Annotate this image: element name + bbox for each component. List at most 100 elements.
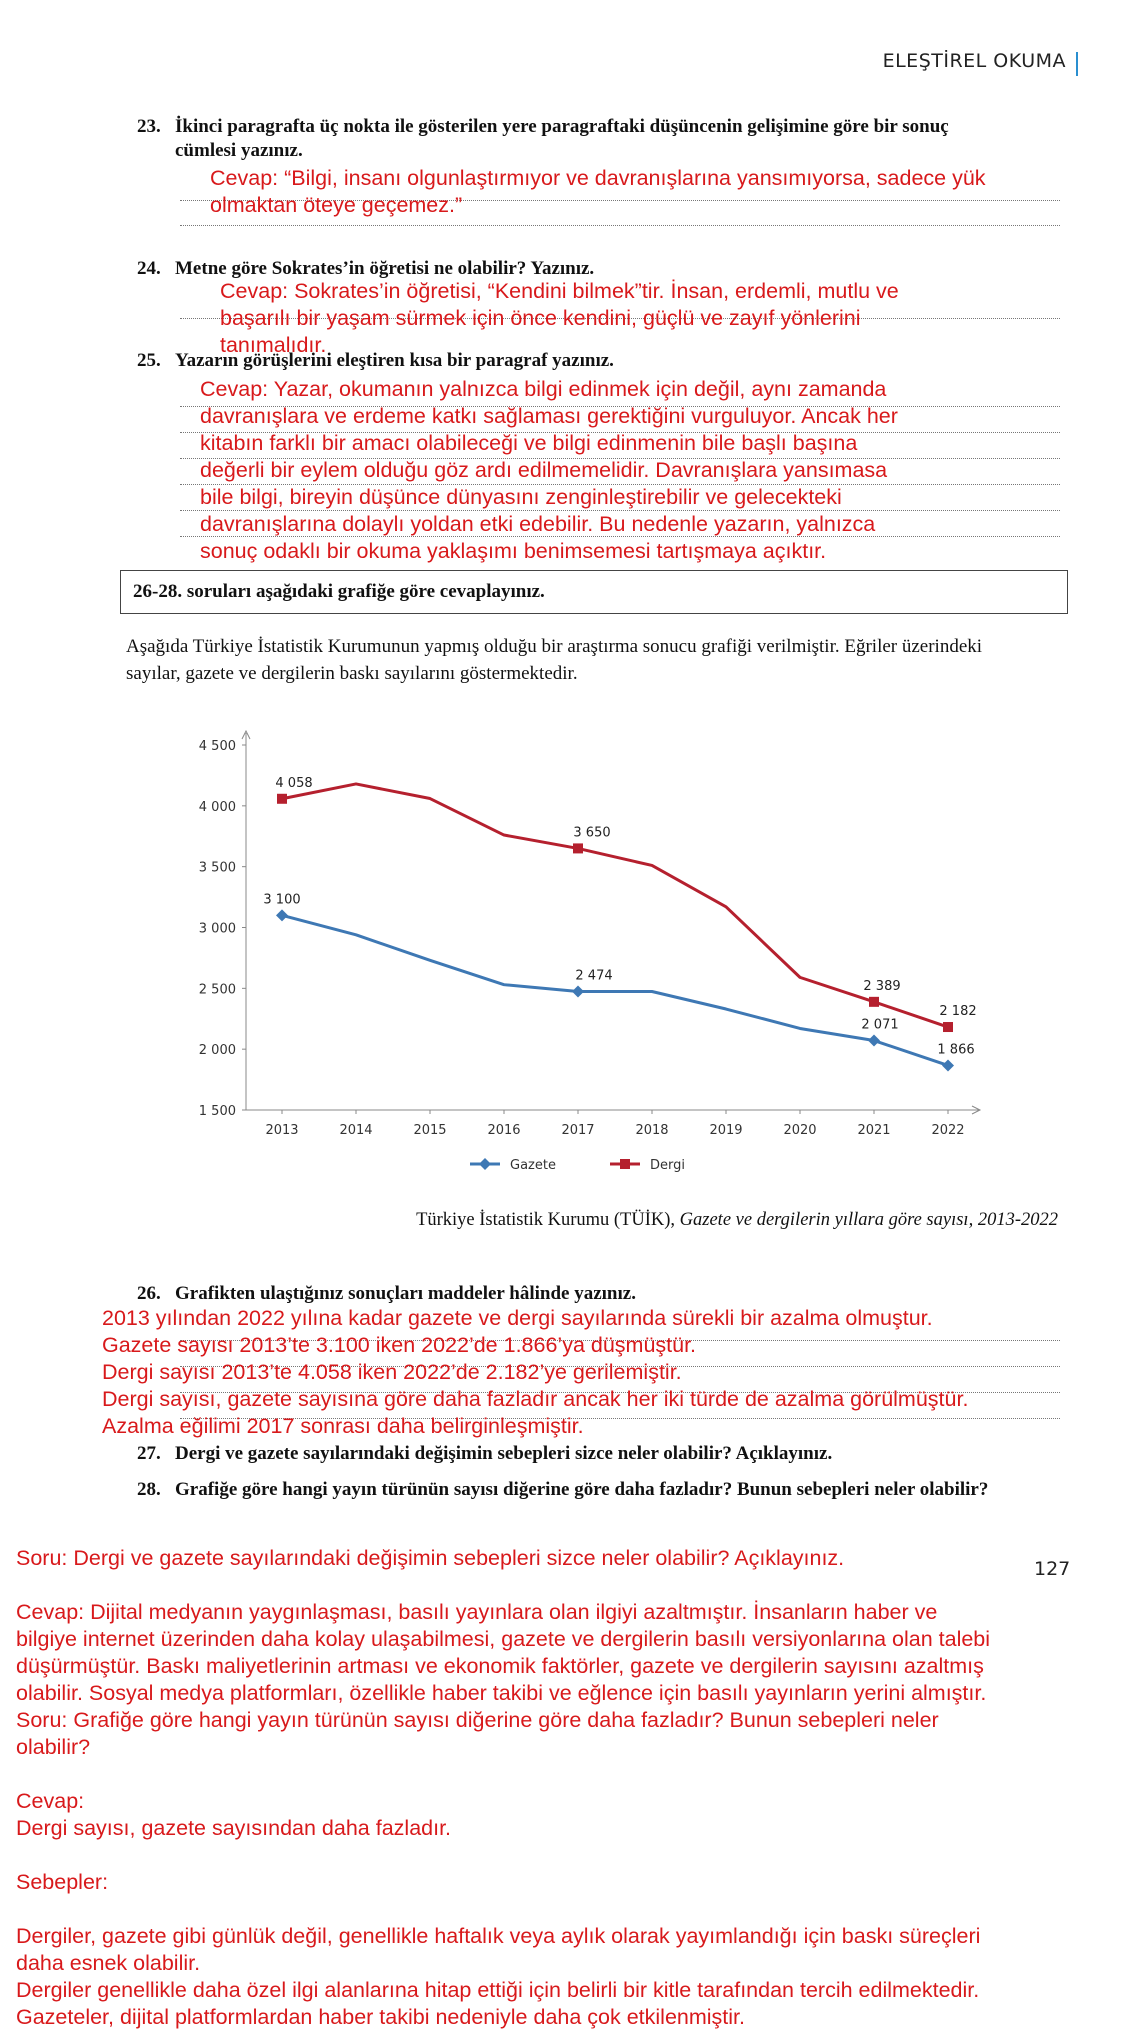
chart-series: [276, 782, 954, 1072]
handwritten-answer-25-line: bile bilgi, bireyin düşünce dünyasını ze…: [200, 485, 842, 509]
data-label: 2 071: [861, 1018, 898, 1033]
data-point-gazete: [276, 909, 288, 922]
data-point-dergi: [943, 1022, 953, 1033]
source-title: Gazete ve dergilerin yıllara göre sayısı…: [679, 1210, 1058, 1230]
question-text-line1: İkinci paragrafta üç nokta ile gösterile…: [175, 116, 949, 137]
question-25: 25. Yazarın görüşlerini eleştiren kısa b…: [137, 349, 1077, 373]
data-point-dergi: [573, 843, 583, 854]
x-tick-label: 2016: [487, 1123, 520, 1138]
y-tick-label: 3 000: [199, 922, 236, 937]
bottom-answer-line: olabilir?: [16, 1735, 91, 1759]
handwritten-answer-26-line: Gazete sayısı 2013’te 3.100 iken 2022’de…: [102, 1333, 697, 1357]
answer-line: [180, 1418, 1060, 1419]
question-text: Dergi ve gazete sayılarındaki değişimin …: [175, 1443, 833, 1464]
handwritten-answer-25-line: davranışlarına dolaylı yoldan etki edebi…: [200, 512, 876, 536]
question-number: 28.: [137, 1479, 161, 1500]
handwritten-answer-26-line: Dergi sayısı 2013’te 4.058 iken 2022’de …: [102, 1360, 682, 1384]
handwritten-answer-24-line2: başarılı bir yaşam sürmek için önce kend…: [220, 306, 861, 330]
handwritten-answer-26-line: 2013 yılından 2022 yılına kadar gazete v…: [102, 1306, 933, 1330]
handwritten-answer-25-line: sonuç odaklı bir okuma yaklaşımı benimse…: [200, 539, 827, 563]
bottom-answer-line: bilgiye internet üzerinden daha kolay ul…: [16, 1627, 991, 1651]
bottom-answer-line: Cevap:: [16, 1789, 85, 1813]
question-26: 26. Grafikten ulaştığınız sonuçları madd…: [137, 1282, 1077, 1306]
y-axis-arrow: [241, 730, 251, 740]
y-tick-label: 3 500: [199, 861, 236, 876]
question-number: 25.: [137, 350, 161, 371]
section-instruction-box: 26-28. soruları aşağıdaki grafiğe göre c…: [120, 570, 1068, 614]
source-prefix: Türkiye İstatistik Kurumu (TÜİK),: [416, 1210, 680, 1230]
bottom-answer-line: olabilir. Sosyal medya platformları, öze…: [16, 1681, 987, 1705]
question-23: 23. İkinci paragrafta üç nokta ile göste…: [137, 115, 1077, 165]
y-tick-label: 2 000: [199, 1043, 236, 1058]
handwritten-answer-25-line: Cevap: Yazar, okumanın yalnızca bilgi ed…: [200, 377, 887, 401]
y-axis: 1 500 2 000 2 500 3 000 3 500 4 000 4 500: [199, 730, 251, 1119]
question-text: Grafikten ulaştığınız sonuçları maddeler…: [175, 1283, 636, 1304]
chart-source: Türkiye İstatistik Kurumu (TÜİK), Gazete…: [416, 1210, 1058, 1231]
bottom-answer-line: Sebepler:: [16, 1870, 109, 1894]
answer-line: [180, 318, 1060, 319]
line-chart: 1 500 2 000 2 500 3 000 3 500 4 000 4 500 2013…: [199, 730, 982, 1173]
chart-legend: Gazete Dergi: [470, 1158, 685, 1173]
data-label: 1 866: [937, 1042, 974, 1057]
answer-line: [180, 510, 1060, 511]
answer-line: [180, 536, 1060, 537]
handwritten-answer-23-line2: olmaktan öteye geçemez.”: [210, 193, 463, 217]
question-28: 28. Grafiğe göre hangi yayın türünün say…: [137, 1478, 1077, 1502]
data-label: 2 389: [863, 979, 900, 994]
question-number: 24.: [137, 258, 161, 279]
data-point-gazete: [572, 985, 584, 998]
data-point-dergi: [869, 996, 879, 1007]
answer-line: [180, 1392, 1060, 1393]
data-label: 3 100: [263, 892, 300, 907]
x-tick-label: 2021: [857, 1123, 890, 1138]
handwritten-answer-23-line1: Cevap: “Bilgi, insanı olgunlaştırmıyor v…: [210, 166, 986, 190]
answer-line: [180, 458, 1060, 459]
series-line-dergi: [281, 782, 949, 1029]
data-label: 3 650: [573, 825, 610, 840]
question-27: 27. Dergi ve gazete sayılarındaki değişi…: [137, 1442, 1077, 1466]
y-tick-label: 4 000: [199, 800, 236, 815]
answer-line: [180, 484, 1060, 485]
x-tick-label: 2019: [709, 1123, 742, 1138]
question-text-line2: cümlesi yazınız.: [175, 140, 303, 161]
legend-label: Dergi: [650, 1158, 685, 1173]
bottom-answer-line: Soru: Grafiğe göre hangi yayın türünün s…: [16, 1708, 939, 1732]
intro-line1: Aşağıda Türkiye İstatistik Kurumunun yap…: [126, 636, 983, 657]
question-number: 23.: [137, 116, 161, 137]
handwritten-answer-25-line: değerli bir eylem olduğu göz ardı edilme…: [200, 458, 888, 482]
x-tick-label: 2020: [783, 1123, 816, 1138]
y-tick-label: 1 500: [199, 1104, 236, 1119]
handwritten-answer-24-line1: Cevap: Sokrates’in öğretisi, “Kendini bi…: [220, 279, 899, 303]
handwritten-answer-26-line: Azalma eğilimi 2017 sonrası daha belirgi…: [102, 1414, 584, 1438]
question-number: 26.: [137, 1283, 161, 1304]
bottom-answer-line: Dergi sayısı, gazete sayısından daha faz…: [16, 1816, 452, 1840]
x-axis-arrow: [971, 1105, 982, 1115]
x-tick-label: 2014: [339, 1123, 372, 1138]
data-point-gazete: [868, 1034, 880, 1047]
answer-line: [180, 225, 1060, 226]
header-accent-bar: [1076, 52, 1078, 76]
data-point-gazete: [942, 1059, 954, 1072]
intro-line2: sayılar, gazete ve dergilerin baskı sayı…: [126, 663, 578, 684]
y-tick-label: 2 500: [199, 982, 236, 997]
question-text: Metne göre Sokrates’in öğretisi ne olabi…: [175, 258, 595, 279]
y-tick-label: 4 500: [199, 739, 236, 754]
data-label: 2 474: [575, 968, 612, 983]
handwritten-answer-24-line3: tanımalıdır.: [220, 333, 327, 357]
legend-marker: [620, 1159, 630, 1169]
data-label: 2 182: [939, 1004, 976, 1019]
bottom-answer-line: Cevap: Dijital medyanın yaygınlaşması, b…: [16, 1600, 938, 1624]
x-tick-label: 2018: [635, 1123, 668, 1138]
x-tick-label: 2022: [931, 1123, 964, 1138]
answer-line: [180, 1340, 1060, 1341]
question-text: Grafiğe göre hangi yayın türünün sayısı …: [175, 1479, 989, 1500]
answer-line: [180, 406, 1060, 407]
x-tick-label: 2017: [561, 1123, 594, 1138]
question-number: 27.: [137, 1443, 161, 1464]
answer-line: [180, 200, 1060, 201]
data-labels: 3 100 2 474 2 071 1 866 4 058 3 650 2 389 2 182: [263, 776, 976, 1058]
series-line-gazete: [281, 913, 949, 1067]
x-axis: 2013 2014 2015 2016 2017 2018 2019 2020 2021 2022: [246, 1105, 982, 1138]
x-tick-label: 2015: [413, 1123, 446, 1138]
answer-line: [180, 432, 1060, 433]
